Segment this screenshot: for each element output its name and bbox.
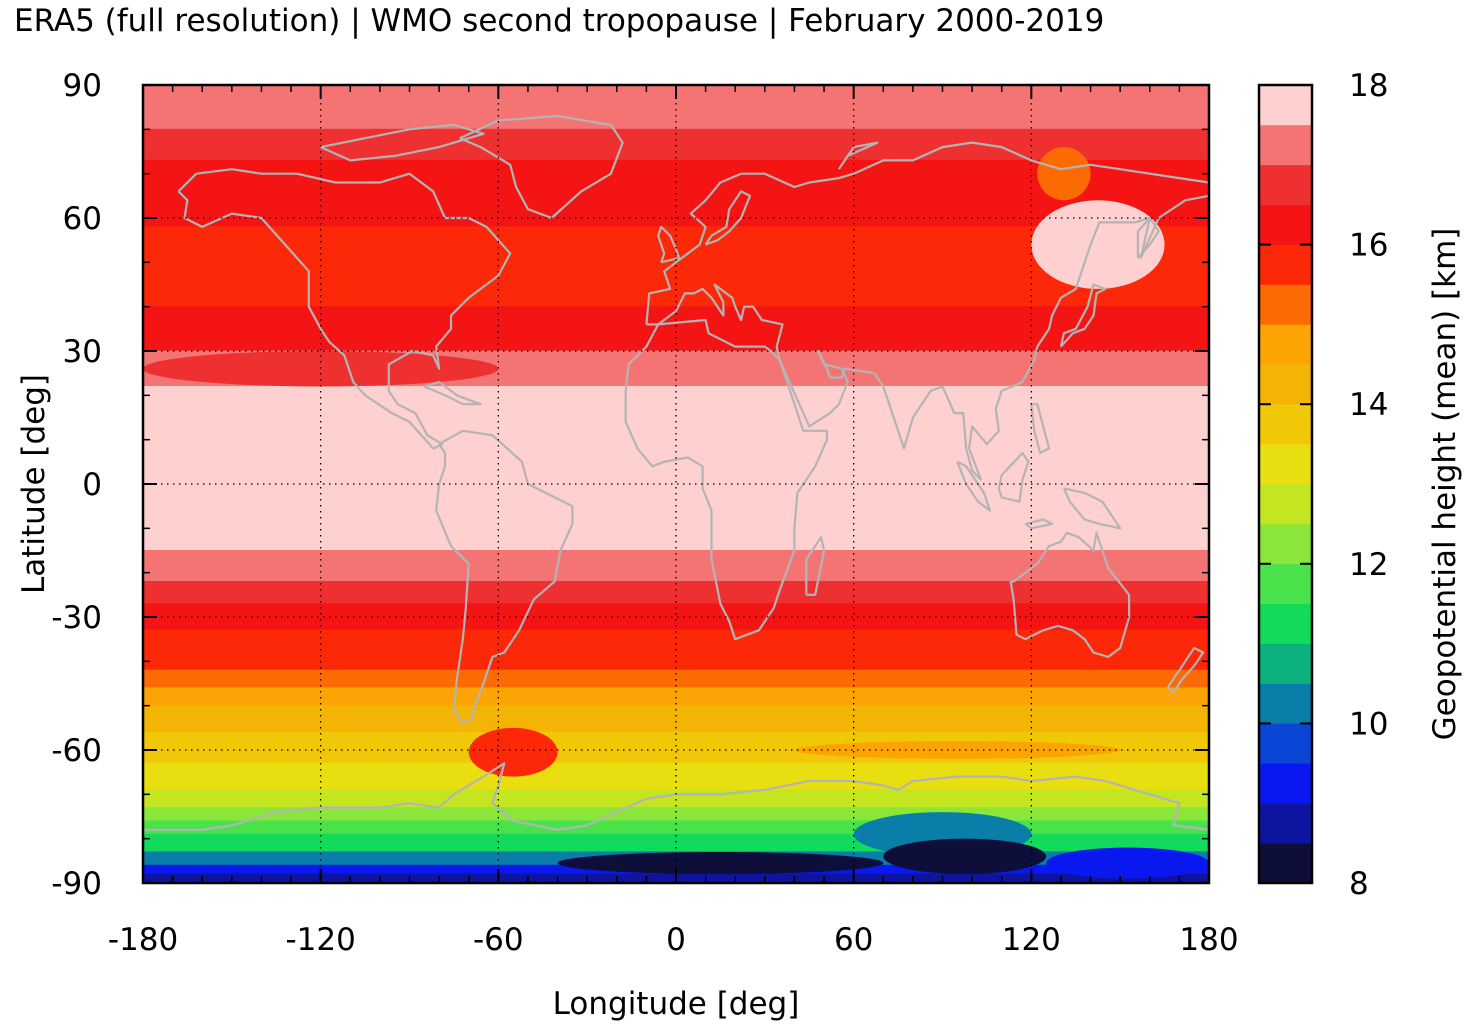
coastline-scandinavia-sea bbox=[704, 190, 752, 246]
y-tick-label: 0 bbox=[82, 467, 102, 503]
region-1 bbox=[1037, 147, 1091, 201]
x-axis-ticks: -180 -120 -60 0 60 120 180 bbox=[108, 85, 1239, 958]
x-tick-label: 120 bbox=[1002, 922, 1061, 958]
colorbar-segment-9 bbox=[1259, 483, 1312, 525]
coastline-greenland bbox=[459, 114, 624, 220]
colorbar-segment-19 bbox=[1259, 84, 1312, 126]
coastline-indonesia-small bbox=[1024, 518, 1054, 530]
y-axis-label: Latitude [deg] bbox=[16, 374, 52, 594]
region-4 bbox=[468, 727, 558, 777]
colorbar-segment-16 bbox=[1259, 204, 1312, 245]
y-axis-ticks: 90 60 30 0 -30 -60 -90 bbox=[51, 68, 1209, 902]
map-area bbox=[143, 85, 1209, 883]
colorbar-segment-12 bbox=[1259, 364, 1312, 405]
colorbar-segment-0 bbox=[1259, 842, 1312, 884]
coastline-borneo bbox=[997, 451, 1030, 503]
coastline-antarctica bbox=[143, 762, 1209, 831]
colorbar-segment-18 bbox=[1259, 124, 1312, 166]
y-tick-label: -60 bbox=[51, 733, 102, 769]
coastline-britain bbox=[657, 225, 681, 264]
colorbar-segment-6 bbox=[1259, 603, 1312, 644]
x-tick-label: 180 bbox=[1179, 922, 1238, 958]
colorbar-tick-label: 12 bbox=[1349, 547, 1388, 583]
colorbar-segment-5 bbox=[1259, 643, 1312, 684]
colorbar-tick-label: 10 bbox=[1349, 706, 1388, 742]
coastline-new-guinea bbox=[1062, 487, 1122, 530]
y-tick-label: 90 bbox=[63, 68, 102, 104]
x-tick-label: -120 bbox=[285, 922, 355, 958]
colorbar-tick-label: 8 bbox=[1349, 866, 1369, 902]
colorbar-segment-1 bbox=[1259, 802, 1312, 844]
region-7 bbox=[557, 851, 884, 875]
band-18 bbox=[143, 820, 1209, 835]
gridlines bbox=[143, 85, 1209, 883]
coastline-arctic-islands bbox=[320, 123, 485, 162]
coastline-caribbean bbox=[423, 380, 482, 406]
map-title: ERA5 (full resolution) | WMO second trop… bbox=[14, 3, 1105, 39]
y-tick-label: -30 bbox=[51, 600, 102, 636]
band-6 bbox=[143, 385, 1209, 551]
x-tick-label: 60 bbox=[834, 922, 873, 958]
band-12 bbox=[143, 687, 1209, 707]
coastline-new-zealand bbox=[1166, 646, 1205, 694]
colorbar-segment-11 bbox=[1259, 403, 1312, 445]
colorbar-segment-4 bbox=[1259, 683, 1312, 724]
colorbar-segment-2 bbox=[1259, 763, 1312, 804]
coastline-svalbard-nz bbox=[837, 141, 879, 170]
colorbar-frame bbox=[1257, 83, 1314, 885]
colorbar-segment-13 bbox=[1259, 324, 1312, 365]
region-6 bbox=[883, 838, 1047, 875]
coastline-philippines bbox=[1030, 403, 1051, 455]
coastline-south-america bbox=[435, 429, 574, 725]
x-tick-label: -60 bbox=[473, 922, 524, 958]
x-tick-label: -180 bbox=[108, 922, 178, 958]
x-tick-label: 0 bbox=[666, 922, 686, 958]
x-axis-label: Longitude [deg] bbox=[553, 986, 800, 1022]
regional-features bbox=[143, 147, 1209, 879]
y-tick-label: 60 bbox=[63, 201, 102, 237]
band-8 bbox=[143, 581, 1209, 605]
coastline-eurasia bbox=[645, 141, 1209, 481]
colorbar-segment-3 bbox=[1259, 723, 1312, 764]
colorbar-segment-7 bbox=[1259, 563, 1312, 604]
region-8 bbox=[1046, 847, 1209, 879]
coastlines bbox=[143, 114, 1209, 831]
colorbar-tick-label: 16 bbox=[1349, 228, 1388, 264]
colorbar-ticks: 8 10 12 14 16 18 bbox=[1259, 68, 1388, 902]
coastline-africa bbox=[624, 318, 829, 641]
y-tick-label: 30 bbox=[63, 334, 102, 370]
colorbar-segment-17 bbox=[1259, 164, 1312, 205]
y-tick-label: -90 bbox=[51, 866, 102, 902]
coastline-north-america bbox=[177, 168, 512, 450]
band-19 bbox=[143, 833, 1209, 853]
band-3 bbox=[143, 226, 1209, 308]
colorbar-label: Geopotential height (mean) [km] bbox=[1427, 228, 1463, 741]
coastline-japan bbox=[1059, 283, 1107, 348]
region-3 bbox=[794, 741, 1121, 759]
region-2 bbox=[143, 351, 499, 387]
coastline-sakhalin-kamchatka bbox=[1136, 216, 1160, 259]
colorbar-tick-label: 18 bbox=[1349, 68, 1388, 104]
coastline-australia bbox=[1009, 531, 1131, 658]
colorbar-tick-label: 14 bbox=[1349, 387, 1388, 423]
coastline-madagascar bbox=[805, 536, 826, 596]
colorbar-segment-8 bbox=[1259, 523, 1312, 565]
colorbar-segment-15 bbox=[1259, 244, 1312, 285]
colorbar-segment-14 bbox=[1259, 284, 1312, 325]
colorbar-segment-10 bbox=[1259, 443, 1312, 485]
band-15 bbox=[143, 762, 1209, 791]
colorbar bbox=[1259, 84, 1312, 884]
